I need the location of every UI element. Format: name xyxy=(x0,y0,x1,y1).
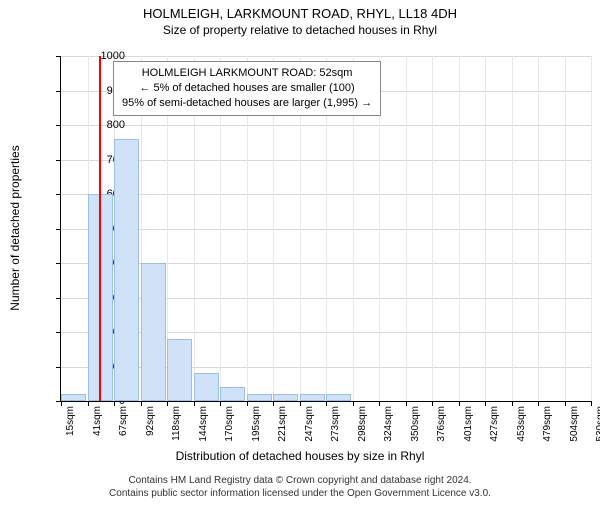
histogram-bar xyxy=(194,373,219,401)
x-tick-mark xyxy=(432,401,433,406)
x-tick-label: 376sqm xyxy=(436,406,447,442)
y-tick-mark xyxy=(56,194,61,195)
x-tick-label: 15sqm xyxy=(65,406,76,436)
x-tick-label: 144sqm xyxy=(198,406,209,442)
y-tick-mark xyxy=(56,91,61,92)
histogram-bar xyxy=(247,394,272,401)
x-axis-label: Distribution of detached houses by size … xyxy=(0,449,600,463)
x-tick-label: 298sqm xyxy=(357,406,368,442)
x-tick-label: 479sqm xyxy=(542,406,553,442)
footer-line-2: Contains public sector information licen… xyxy=(0,487,600,500)
histogram-bar xyxy=(300,394,325,401)
page-subtitle: Size of property relative to detached ho… xyxy=(0,23,600,37)
histogram-bar xyxy=(61,394,86,401)
x-tick-label: 324sqm xyxy=(383,406,394,442)
x-tick-mark xyxy=(565,401,566,406)
x-tick-mark xyxy=(591,401,592,406)
x-tick-mark xyxy=(194,401,195,406)
x-tick-label: 41sqm xyxy=(92,406,103,436)
footer-line-1: Contains HM Land Registry data © Crown c… xyxy=(0,474,600,487)
y-tick-label: 800 xyxy=(65,119,125,131)
x-tick-label: 247sqm xyxy=(304,406,315,442)
x-tick-mark xyxy=(167,401,168,406)
y-tick-mark xyxy=(56,332,61,333)
x-tick-mark xyxy=(485,401,486,406)
marker-line xyxy=(99,56,101,401)
x-tick-mark xyxy=(247,401,248,406)
x-tick-label: 401sqm xyxy=(463,406,474,442)
gridline-v xyxy=(512,56,513,401)
x-tick-label: 221sqm xyxy=(277,406,288,442)
histogram-bar xyxy=(141,263,166,401)
gridline-v xyxy=(591,56,592,401)
histogram-bar xyxy=(114,139,139,401)
x-tick-label: 453sqm xyxy=(516,406,527,442)
y-tick-mark xyxy=(56,229,61,230)
x-tick-mark xyxy=(220,401,221,406)
x-tick-mark xyxy=(538,401,539,406)
x-tick-label: 67sqm xyxy=(118,406,129,436)
info-line-2: ← 5% of detached houses are smaller (100… xyxy=(122,81,372,96)
info-line-3: 95% of semi-detached houses are larger (… xyxy=(122,96,372,111)
y-tick-mark xyxy=(56,263,61,264)
histogram-bar xyxy=(167,339,192,401)
x-tick-mark xyxy=(406,401,407,406)
x-tick-label: 118sqm xyxy=(171,406,182,441)
x-tick-label: 504sqm xyxy=(569,406,580,442)
x-tick-label: 273sqm xyxy=(330,406,341,442)
gridline-v xyxy=(459,56,460,401)
histogram-bar xyxy=(326,394,351,401)
gridline-v xyxy=(406,56,407,401)
x-tick-mark xyxy=(61,401,62,406)
x-tick-mark xyxy=(141,401,142,406)
y-tick-mark xyxy=(56,298,61,299)
x-tick-mark xyxy=(353,401,354,406)
histogram-bar xyxy=(273,394,298,401)
y-tick-mark xyxy=(56,125,61,126)
gridline-v xyxy=(565,56,566,401)
chart-container: HOLMLEIGH, LARKMOUNT ROAD, RHYL, LL18 4D… xyxy=(0,6,600,506)
page-title: HOLMLEIGH, LARKMOUNT ROAD, RHYL, LL18 4D… xyxy=(0,6,600,21)
x-tick-mark xyxy=(273,401,274,406)
y-tick-mark xyxy=(56,160,61,161)
x-tick-label: 350sqm xyxy=(410,406,421,442)
y-tick-mark xyxy=(56,56,61,57)
x-tick-mark xyxy=(512,401,513,406)
gridline-v xyxy=(432,56,433,401)
x-tick-mark xyxy=(300,401,301,406)
x-tick-mark xyxy=(459,401,460,406)
gridline-v xyxy=(485,56,486,401)
x-tick-label: 170sqm xyxy=(224,406,235,442)
y-axis-label: Number of detached properties xyxy=(8,145,22,310)
x-tick-label: 427sqm xyxy=(489,406,500,442)
x-tick-mark xyxy=(379,401,380,406)
x-tick-label: 530sqm xyxy=(595,406,600,442)
info-box: HOLMLEIGH LARKMOUNT ROAD: 52sqm ← 5% of … xyxy=(113,61,381,116)
gridline-v xyxy=(538,56,539,401)
y-tick-mark xyxy=(56,367,61,368)
info-line-1: HOLMLEIGH LARKMOUNT ROAD: 52sqm xyxy=(122,66,372,81)
histogram-bar xyxy=(220,387,245,401)
footer: Contains HM Land Registry data © Crown c… xyxy=(0,474,600,500)
x-tick-label: 195sqm xyxy=(251,406,262,442)
x-tick-mark xyxy=(326,401,327,406)
x-tick-label: 92sqm xyxy=(145,406,156,436)
